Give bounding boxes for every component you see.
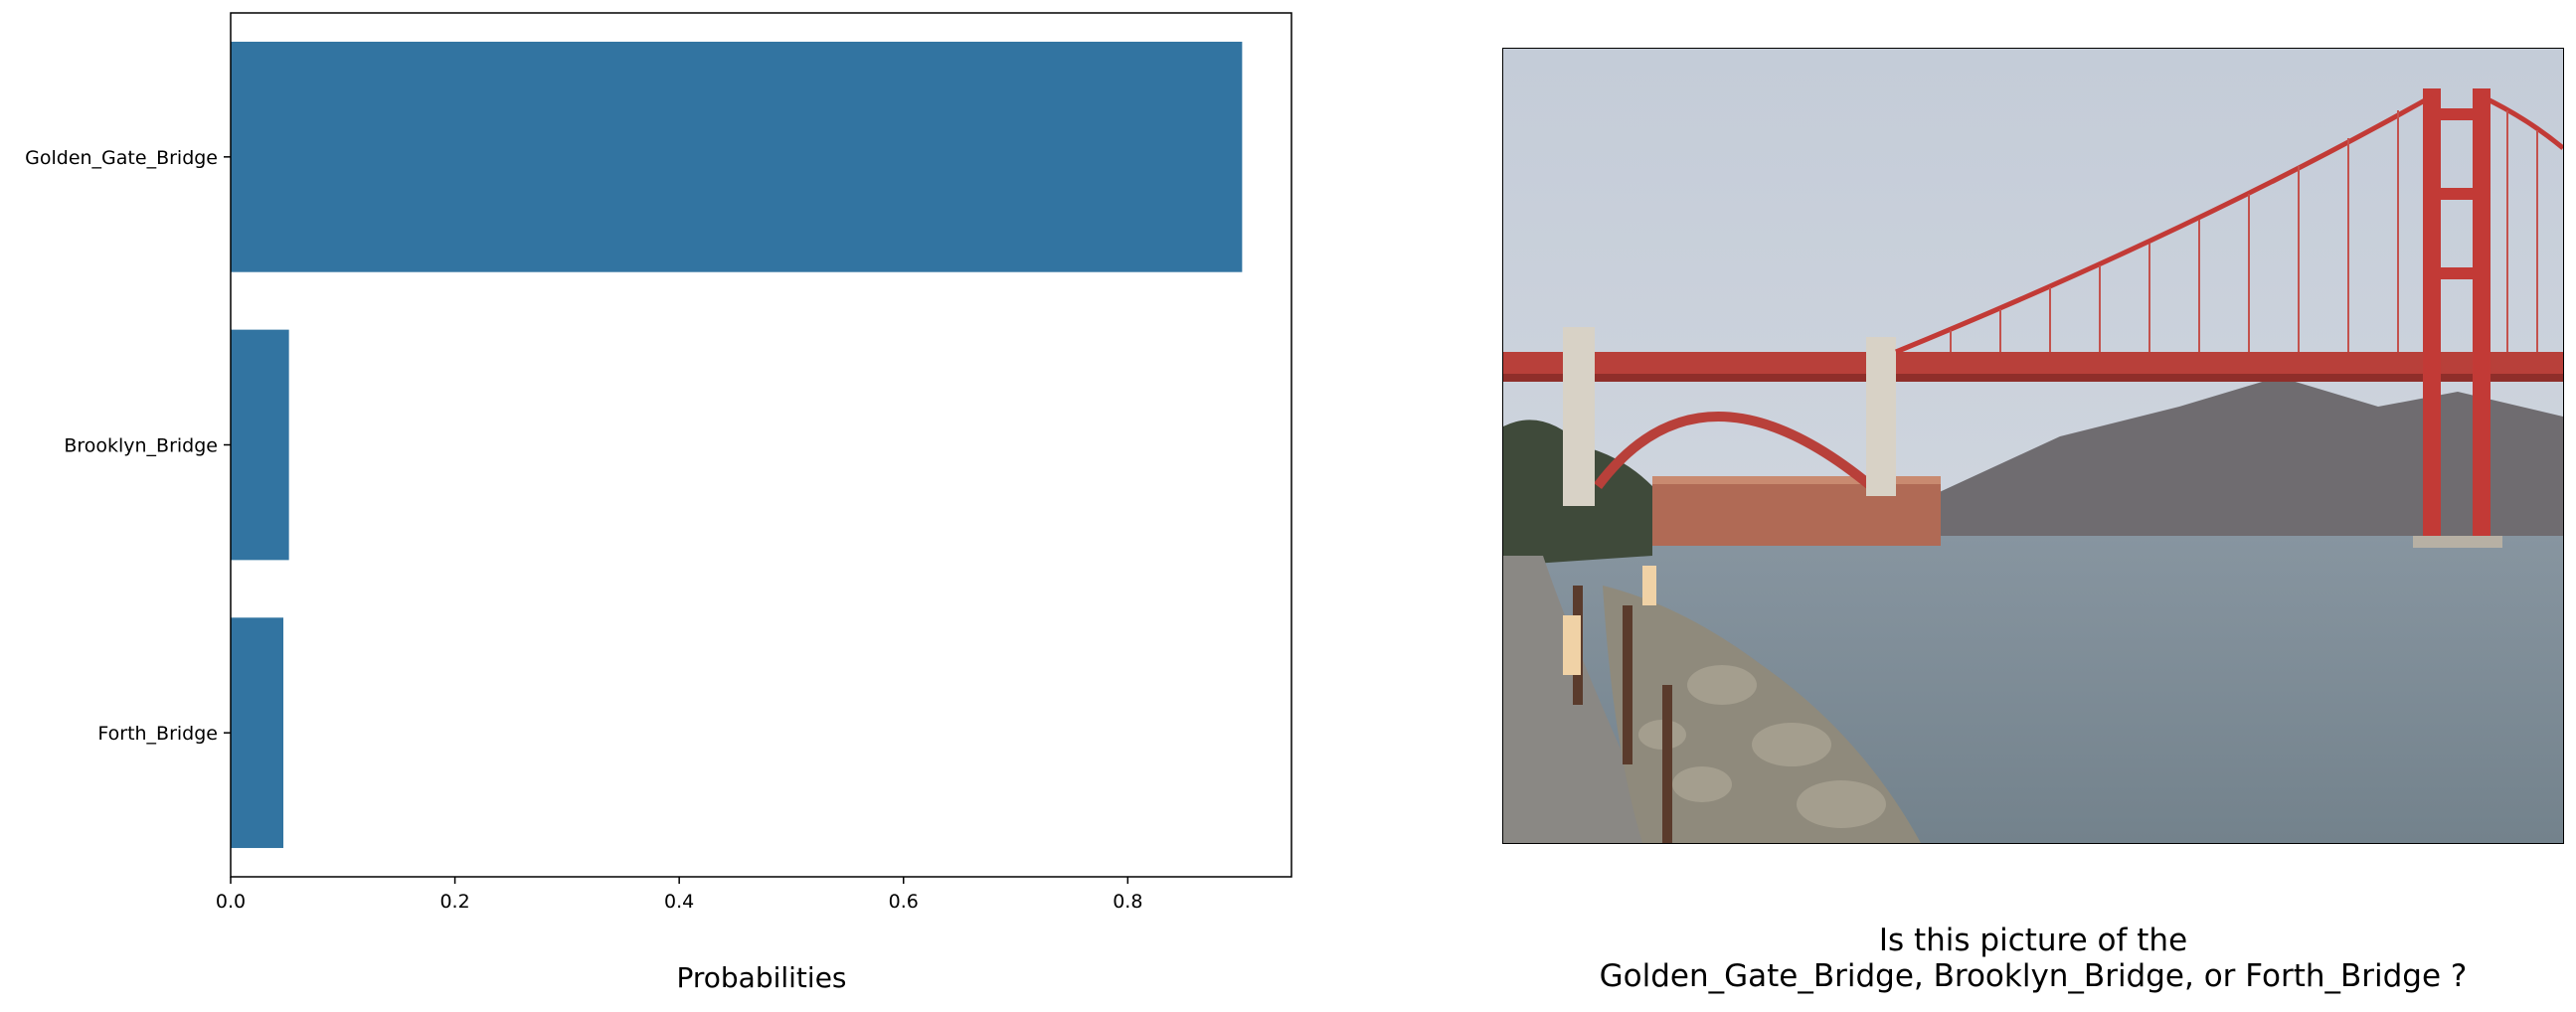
bridge-photo-illustration bbox=[1503, 49, 2563, 843]
bar-chart: Golden_Gate_Bridge Brooklyn_Bridge Forth_B… bbox=[25, 12, 1292, 994]
bridge-deck bbox=[1503, 352, 2563, 374]
fort-building bbox=[1652, 481, 1941, 546]
y-tick-label: Golden_Gate_Bridge bbox=[25, 147, 218, 169]
x-tick-label: 0.2 bbox=[439, 891, 469, 913]
hills bbox=[1931, 377, 2563, 546]
right-pylon bbox=[1866, 337, 1896, 496]
plot-frame bbox=[230, 12, 1292, 878]
y-tick-label: Brooklyn_Bridge bbox=[64, 435, 218, 457]
golden-gate-bridge-photo bbox=[1502, 48, 2564, 844]
x-ticks-group: 0.0 0.2 0.4 0.6 0.8 bbox=[216, 877, 1142, 913]
caption-line-2: Golden_Gate_Bridge, Brooklyn_Bridge, or … bbox=[1599, 958, 2468, 994]
main-tower-right-leg bbox=[2473, 88, 2490, 546]
y-ticks-group: Golden_Gate_Bridge Brooklyn_Bridge Forth_B… bbox=[25, 147, 231, 745]
question-caption: Is this picture of the Golden_Gate_Bridg… bbox=[1502, 923, 2564, 994]
main-cable bbox=[1895, 93, 2434, 355]
bar-brooklyn-bridge bbox=[231, 329, 289, 561]
x-axis-label: Probabilities bbox=[676, 961, 846, 994]
bar-golden-gate-bridge bbox=[231, 41, 1243, 272]
y-tick-label: Forth_Bridge bbox=[97, 723, 218, 745]
suspenders bbox=[1950, 110, 2538, 352]
x-tick-label: 0.0 bbox=[216, 891, 246, 913]
x-tick-label: 0.6 bbox=[889, 891, 919, 913]
x-tick-label: 0.4 bbox=[664, 891, 694, 913]
caption-line-1: Is this picture of the bbox=[1878, 923, 2188, 958]
left-pylon bbox=[1563, 327, 1595, 506]
arch bbox=[1594, 412, 1875, 490]
x-tick-label: 0.8 bbox=[1113, 891, 1142, 913]
bollards bbox=[1563, 566, 1656, 675]
bar-forth-bridge bbox=[231, 617, 284, 849]
main-tower-left-leg bbox=[2423, 88, 2441, 546]
bars-group bbox=[231, 41, 1243, 849]
